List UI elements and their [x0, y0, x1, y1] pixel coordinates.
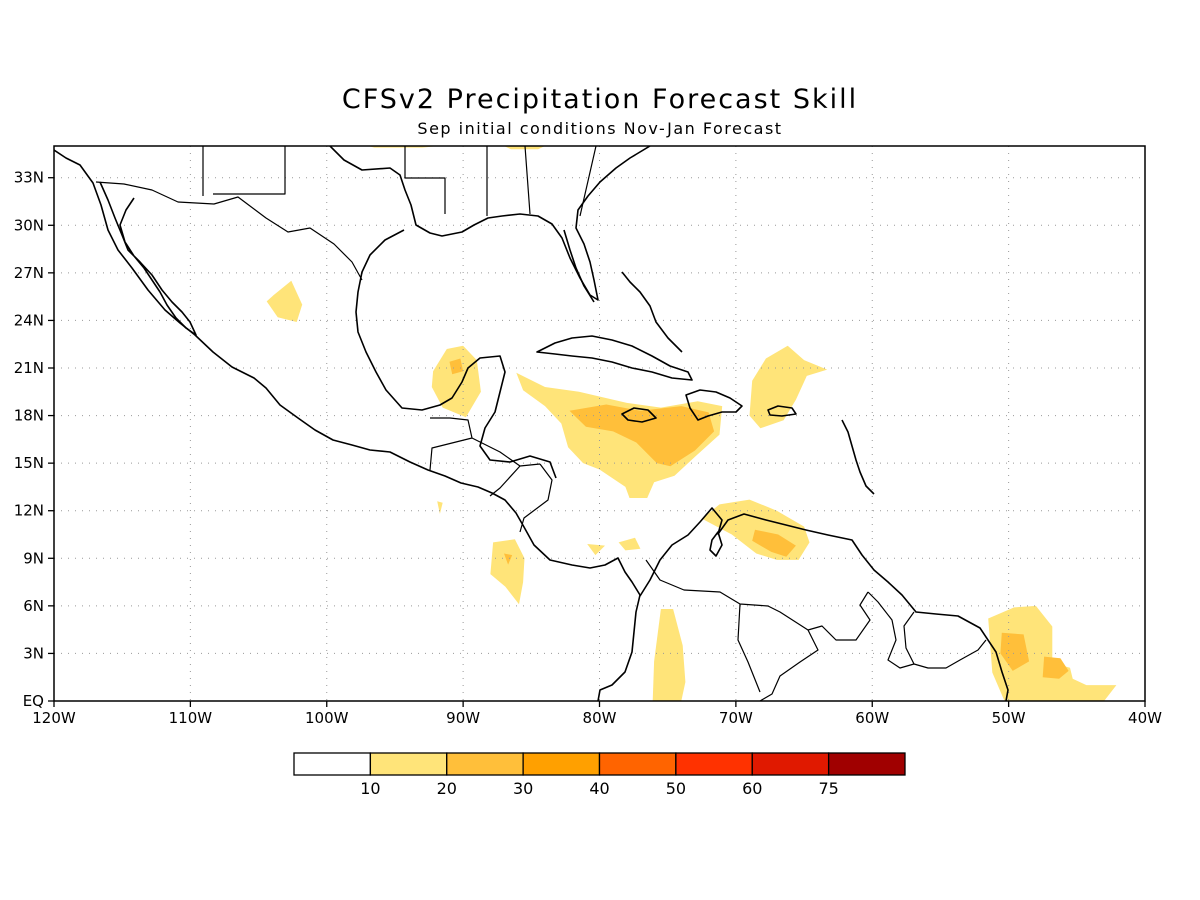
lat-tick-label: 3N — [23, 644, 44, 662]
bahamas-coastline — [621, 271, 683, 353]
lat-tick-label: 33N — [14, 169, 44, 187]
lon-tick-label: 40W — [1128, 709, 1162, 727]
grid-layer — [54, 146, 1145, 701]
florida-coastline — [563, 229, 595, 303]
skill-region-venezuela-core — [752, 529, 796, 557]
colorbar: 10 20 30 40 50 60 75 — [293, 752, 906, 798]
colorbar-label: 10 — [360, 779, 380, 798]
lat-tick-label: 6N — [23, 597, 44, 615]
lat-tick-label: 12N — [14, 502, 44, 520]
lon-tick-label: 90W — [446, 709, 480, 727]
skill-region-atlantic-amazon-core-b — [1042, 656, 1069, 679]
colorbar-label: 30 — [513, 779, 533, 798]
skill-region-us-gulf-coast-east — [504, 146, 545, 150]
chart-title: CFSv2 Precipitation Forecast Skill — [341, 84, 859, 115]
puerto-rico-coastline — [767, 405, 797, 417]
skill-region-western-caribbean-core — [569, 404, 715, 467]
lat-tick-label: 30N — [14, 216, 44, 234]
south-america-north-coast — [639, 507, 1009, 701]
skill-region-small-pacific-sliver — [437, 501, 443, 514]
lon-tick-label: 100W — [305, 709, 349, 727]
colorbar-swatch — [827, 752, 906, 776]
skill-region-yucatan — [431, 345, 481, 418]
political-borders-layer — [95, 146, 987, 701]
baja-coastline — [99, 181, 197, 336]
lon-tick-label: 110W — [169, 709, 213, 727]
colorbar-swatch — [598, 752, 677, 776]
chart-subtitle: Sep initial conditions Nov-Jan Forecast — [417, 119, 783, 138]
cuba-coastline — [536, 335, 693, 381]
lat-tick-label: 18N — [14, 407, 44, 425]
south-america-borders — [645, 559, 987, 701]
lon-tick-label: 70W — [719, 709, 753, 727]
colorbar-swatch — [293, 752, 372, 776]
lat-tick-label: 21N — [14, 359, 44, 377]
skill-region-yucatan-core — [449, 358, 464, 375]
skill-region-pacific-offshore-a — [490, 539, 525, 605]
skill-region-colombia-pacific — [652, 609, 686, 701]
lon-tick-label: 80W — [583, 709, 617, 727]
skill-region-western-caribbean — [516, 372, 723, 498]
colorbar-label: 40 — [589, 779, 609, 798]
skill-region-small-panama-patch — [618, 537, 641, 551]
gulf-coastline — [329, 146, 651, 301]
colorbar-label: 20 — [437, 779, 457, 798]
jamaica-coastline — [621, 407, 657, 423]
axis-tick-layer: 120W 110W 100W 90W 80W 70W 60W 50W 40W EQ 3N 6N 9N 12… — [14, 169, 1162, 727]
lat-tick-label: 15N — [14, 454, 44, 472]
pacific-coastline — [54, 149, 641, 701]
colorbar-swatch — [751, 752, 830, 776]
lake-maracaibo — [709, 531, 723, 557]
colorbar-swatch — [446, 752, 524, 776]
skill-region-atlantic-amazon — [988, 605, 1117, 701]
skill-shading-layer — [266, 146, 1117, 701]
coastline-layer — [54, 146, 1009, 701]
skill-region-central-america-patch — [587, 544, 605, 556]
lat-tick-label: 9N — [23, 549, 44, 567]
central-america-borders — [429, 417, 553, 533]
us-mexico-border — [95, 181, 363, 281]
colorbar-swatch — [522, 752, 601, 776]
hispaniola-coastline — [685, 389, 743, 421]
lon-tick-label: 120W — [32, 709, 76, 727]
skill-region-puerto-rico-region — [749, 345, 828, 429]
skill-region-pacific-offshore-a-core — [504, 553, 513, 565]
western-gulf-coastline — [355, 229, 557, 479]
us-state-borders — [202, 146, 597, 217]
skill-region-northern-mexico — [266, 280, 303, 322]
colorbar-label: 60 — [742, 779, 762, 798]
colorbar-swatch — [369, 752, 448, 776]
colorbar-label: 75 — [818, 779, 838, 798]
skill-region-atlantic-amazon-core-a — [1000, 632, 1030, 671]
colorbar-swatch — [675, 752, 753, 776]
antilles-coastline — [841, 419, 875, 495]
lat-tick-label: 24N — [14, 311, 44, 329]
lat-tick-label: 27N — [14, 264, 44, 282]
lat-tick-label: EQ — [23, 692, 44, 710]
lon-tick-label: 50W — [992, 709, 1026, 727]
lon-tick-label: 60W — [855, 709, 889, 727]
colorbar-label: 50 — [666, 779, 686, 798]
